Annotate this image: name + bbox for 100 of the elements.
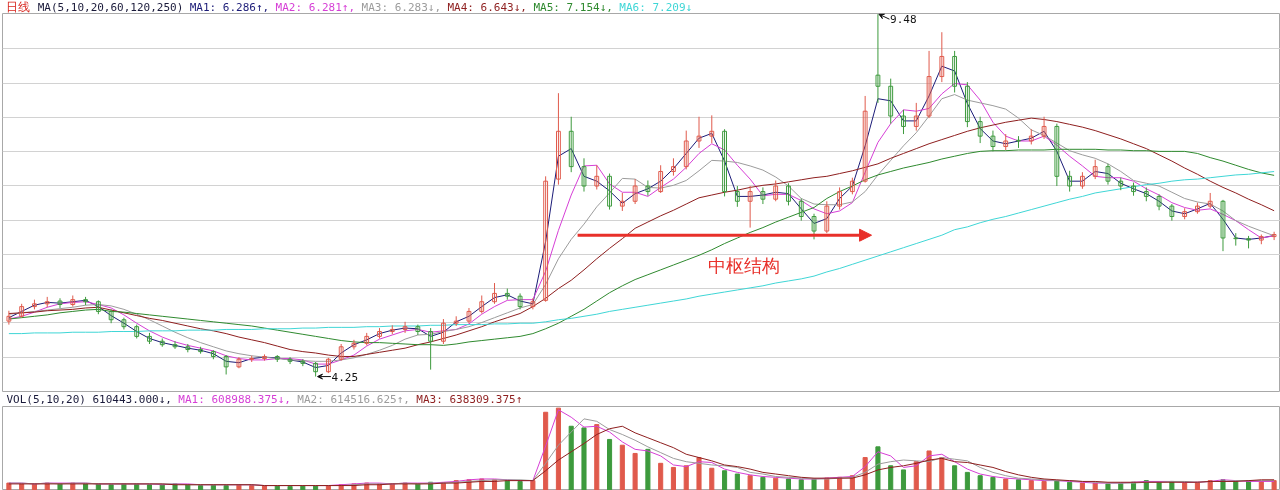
bar — [1028, 480, 1034, 490]
candlestick — [888, 78, 894, 125]
bar — [1105, 483, 1111, 490]
bar — [645, 448, 651, 490]
bar — [607, 438, 613, 490]
text: 610443.000↓, — [92, 393, 172, 406]
candlestick — [440, 318, 446, 345]
bar — [722, 470, 728, 490]
bar — [990, 476, 996, 490]
bar — [1079, 482, 1085, 490]
bar — [1182, 482, 1188, 490]
bar — [223, 485, 229, 490]
bar — [287, 485, 293, 490]
text: MA2: 6.281↑, — [275, 0, 356, 14]
text: MA5: 7.154↓, — [533, 0, 613, 14]
bar — [619, 444, 625, 490]
candlestick — [1067, 170, 1073, 193]
candlestick — [632, 178, 638, 205]
candlestick — [683, 130, 689, 170]
text: MA1: 6.286↑, — [189, 0, 270, 14]
candlestick — [223, 354, 229, 375]
bar — [1271, 480, 1277, 490]
text: 4.25 — [331, 370, 359, 384]
text: MA1: 608988.375↓, — [178, 393, 291, 406]
candlestick — [172, 340, 178, 350]
bar — [734, 473, 740, 490]
candlestick — [798, 198, 804, 222]
candlestick — [645, 179, 651, 197]
candlestick — [773, 179, 779, 202]
bar — [632, 452, 638, 490]
candlestick — [811, 213, 817, 240]
candlestick — [977, 116, 983, 144]
text: VOL(5,10,20) — [6, 393, 86, 406]
annotation: MA(5,10,20,60,120,250) — [37, 0, 184, 14]
bar — [504, 480, 510, 490]
candlestick — [658, 164, 664, 194]
candlestick — [517, 292, 523, 310]
bar — [964, 471, 970, 490]
text: MA4: 6.643↓, — [447, 0, 527, 14]
candlestick — [1271, 231, 1277, 241]
candlestick — [236, 356, 242, 369]
candlestick — [696, 116, 702, 149]
candlestick — [607, 173, 612, 211]
bar — [108, 484, 114, 490]
bar — [798, 479, 804, 490]
candlestick — [415, 324, 421, 336]
candlestick — [709, 114, 715, 144]
candlestick — [671, 157, 676, 177]
candlestick — [1220, 199, 1226, 252]
bar — [198, 485, 204, 490]
candlestick — [479, 295, 485, 315]
bar — [555, 407, 561, 490]
bar — [939, 457, 945, 490]
text: MA2: 614516.625↑, — [297, 393, 410, 406]
candlestick — [939, 31, 945, 83]
bar — [760, 476, 766, 490]
candlestick — [1041, 116, 1047, 140]
candlestick — [901, 109, 906, 135]
bar — [977, 475, 983, 490]
bar — [773, 477, 779, 490]
bar — [709, 467, 715, 490]
bar — [696, 457, 702, 490]
candlestick — [581, 157, 587, 193]
bar — [670, 466, 676, 490]
candlestick — [543, 175, 549, 303]
bar — [952, 465, 958, 490]
candlestick — [837, 186, 843, 211]
bar — [683, 465, 689, 490]
candlestick — [568, 116, 574, 173]
candlestick — [1054, 123, 1060, 187]
bar — [300, 485, 306, 490]
bar — [785, 478, 792, 490]
candlestick — [351, 339, 357, 351]
bar — [658, 462, 664, 490]
bar — [249, 485, 255, 490]
candlestick — [619, 192, 625, 212]
candlestick — [466, 307, 472, 324]
bar — [888, 465, 894, 490]
bar — [875, 446, 881, 490]
bar — [568, 425, 574, 490]
bar — [1003, 478, 1009, 490]
candlestick — [760, 186, 766, 205]
candlestick — [1092, 159, 1098, 180]
bar — [581, 427, 587, 490]
text: 9.48 — [890, 13, 917, 27]
bar — [1041, 480, 1047, 490]
bar — [185, 484, 191, 490]
candlestick — [862, 95, 868, 184]
candlestick — [108, 308, 114, 324]
bar — [530, 480, 536, 490]
bar — [517, 480, 523, 490]
candlestick — [556, 92, 561, 186]
bar — [1054, 480, 1060, 490]
bar — [1015, 479, 1022, 490]
candlestick — [492, 282, 497, 305]
candlestick — [952, 50, 958, 93]
candlestick — [734, 185, 740, 208]
candlestick — [530, 297, 536, 310]
candlestick — [1169, 203, 1175, 222]
candlestick — [824, 200, 830, 234]
